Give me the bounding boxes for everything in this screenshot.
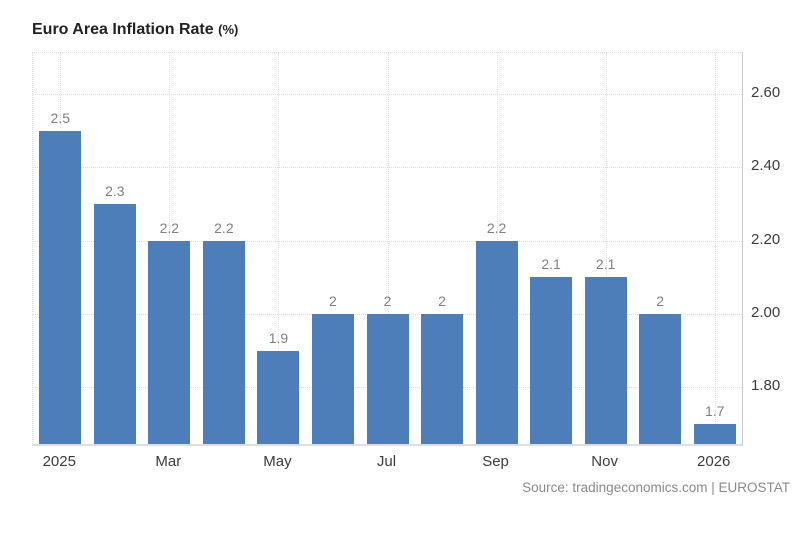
x-axis-label: 2025 (42, 453, 76, 470)
bar-nov-2025[interactable] (584, 277, 627, 444)
bar-value-label: 2.2 (214, 219, 234, 236)
chart-title-unit: (%) (218, 22, 239, 37)
gridline-vertical (278, 53, 280, 444)
x-axis-label: Sep (482, 453, 509, 470)
bar-value-label: 1.7 (704, 402, 725, 419)
bar-value-label: 1.9 (268, 329, 289, 346)
plot-area: 2.5 2.3 2.2 2.2 1.9 2 2 2 2.2 2.1 2.1 2 1.7 (32, 52, 743, 446)
bar-apr-2025[interactable] (202, 240, 245, 444)
x-axis-label: 2026 (697, 453, 731, 470)
source-attribution: Source: tradingeconomics.com | EUROSTAT (522, 480, 790, 495)
bar-value-label: 2.1 (595, 256, 616, 273)
bar-may-2025[interactable] (257, 350, 300, 444)
bar-value-label: 2.1 (541, 256, 561, 273)
y-axis-label: 2.00 (751, 303, 781, 321)
bar-jan-2025[interactable] (39, 130, 82, 444)
bar-value-label: 2 (383, 292, 392, 309)
bar-value-label: 2.2 (159, 219, 180, 236)
bar-value-label: 2 (329, 292, 337, 309)
gridline-vertical (605, 53, 607, 444)
bar-jan-2026[interactable] (693, 423, 736, 444)
y-axis-label: 2.40 (751, 157, 781, 175)
x-axis-label: Nov (591, 453, 618, 470)
bar-jun-2025[interactable] (311, 313, 354, 444)
y-axis-label: 1.80 (751, 377, 781, 395)
x-axis-label: Mar (155, 453, 182, 470)
x-axis-label: Jul (376, 453, 397, 470)
x-axis-label: May (263, 453, 292, 470)
bar-value-label: 2.5 (50, 109, 71, 126)
bar-feb-2025[interactable] (93, 203, 136, 444)
bar-value-label: 2 (438, 292, 446, 309)
y-axis-label: 2.60 (751, 84, 781, 102)
bar-oct-2025[interactable] (530, 277, 573, 444)
bar-value-label: 2.3 (105, 182, 125, 199)
gridline-vertical (387, 53, 389, 444)
gridline-vertical (714, 53, 716, 444)
bar-value-label: 2 (656, 292, 665, 309)
bar-jul-2025[interactable] (366, 313, 409, 444)
bar-sep-2025[interactable] (475, 240, 518, 444)
bar-mar-2025[interactable] (148, 240, 191, 444)
chart-title: Euro Area Inflation Rate (%) (32, 21, 238, 39)
bar-aug-2025[interactable] (421, 313, 464, 444)
bar-dec-2025[interactable] (639, 313, 682, 444)
bar-value-label: 2.2 (486, 219, 507, 236)
y-axis-label: 2.20 (751, 230, 781, 248)
chart-title-text: Euro Area Inflation Rate (32, 21, 214, 38)
